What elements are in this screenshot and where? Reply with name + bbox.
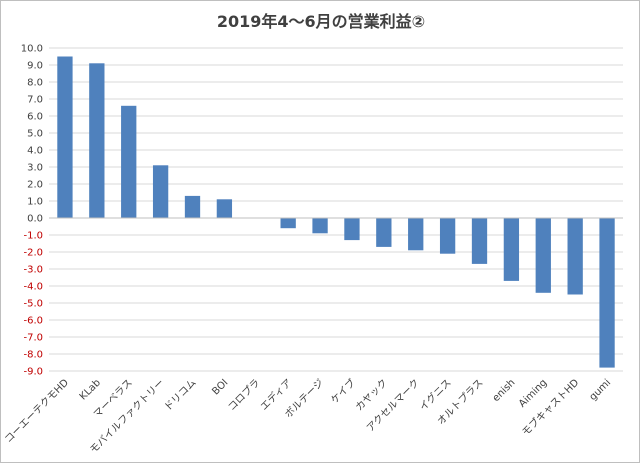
bar	[439, 218, 456, 254]
bar	[184, 195, 201, 218]
y-tick-label: 8.0	[27, 78, 43, 89]
y-axis-ticks: 10.0 9.0 8.0 7.0 6.0 5.0 4.0 3.0 2.0 1.0 0.0 -1.0 -2…	[21, 44, 43, 378]
y-tick-label: 4.0	[27, 146, 43, 157]
bar	[312, 218, 328, 234]
y-tick-label: 0.0	[27, 214, 43, 225]
y-tick-label: -4.0	[23, 282, 43, 293]
bar	[344, 218, 360, 241]
x-tick-label: コロプラ	[226, 377, 263, 414]
bar	[535, 218, 551, 293]
x-tick-label: コーエーテクモHD	[2, 376, 71, 445]
y-tick-label: 2.0	[27, 180, 43, 191]
bar	[216, 199, 233, 218]
y-tick-label: 5.0	[27, 129, 43, 140]
bar	[152, 165, 169, 218]
x-tick-label: Aiming	[517, 377, 549, 409]
y-tick-label: -5.0	[23, 299, 43, 310]
y-tick-label: -8.0	[23, 350, 43, 361]
y-tick-label: -9.0	[23, 367, 43, 378]
y-tick-label: 3.0	[27, 163, 43, 174]
bar	[503, 218, 520, 281]
bar	[280, 218, 296, 229]
bar	[57, 56, 73, 218]
y-tick-label: -1.0	[23, 231, 43, 242]
y-tick-label: 7.0	[27, 95, 43, 106]
x-tick-label: BOI	[210, 377, 230, 397]
x-tick-label: ケイブ	[328, 376, 358, 406]
x-tick-label: gumi	[588, 377, 614, 403]
x-tick-label: モブキャストHD	[519, 376, 582, 439]
y-tick-label: 9.0	[27, 61, 43, 72]
bars	[57, 56, 615, 368]
bar	[599, 218, 615, 368]
y-tick-label: -2.0	[23, 248, 43, 259]
x-tick-label: KLab	[78, 377, 103, 402]
bar	[567, 218, 583, 295]
y-tick-label: -7.0	[23, 333, 43, 344]
bar	[408, 218, 424, 251]
x-tick-label: enish	[491, 377, 518, 404]
x-tick-label: ドリコム	[162, 377, 199, 414]
y-tick-label: 6.0	[27, 112, 43, 123]
bar	[376, 218, 392, 247]
y-tick-label: -6.0	[23, 316, 43, 327]
y-tick-label: 10.0	[21, 44, 43, 55]
bar	[471, 218, 488, 264]
y-tick-label: -3.0	[23, 265, 43, 276]
y-tick-label: 1.0	[27, 197, 43, 208]
chart-title: 2019年4～6月の営業利益②	[217, 12, 425, 31]
bar	[89, 63, 105, 218]
bar	[121, 105, 137, 218]
